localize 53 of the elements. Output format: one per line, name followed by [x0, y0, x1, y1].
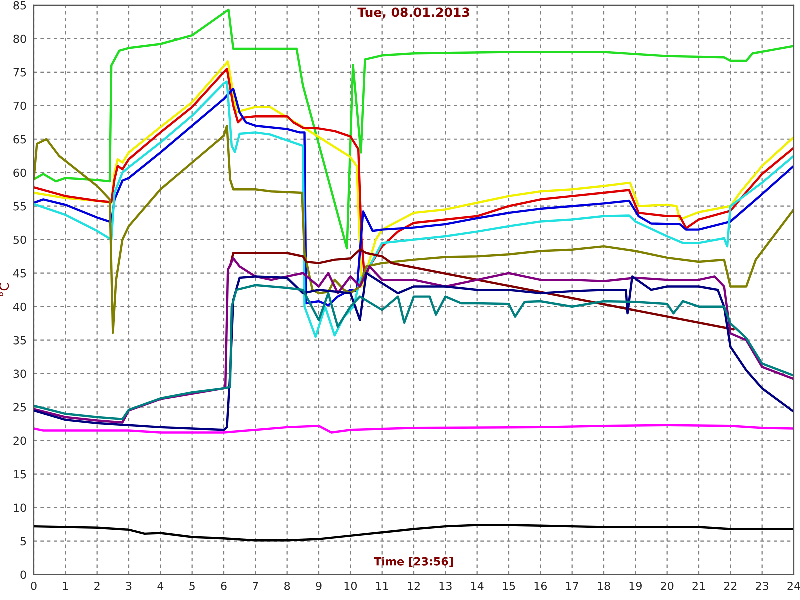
x-tick-label: 19: [630, 582, 642, 590]
y-tick-label: 45: [13, 269, 26, 278]
y-tick-label: 35: [14, 336, 26, 345]
y-tick-label: 75: [14, 68, 26, 77]
line-series: [34, 8, 794, 250]
chart-title: Tue, 08.01.2013: [358, 8, 470, 19]
x-tick-label: 2: [94, 582, 100, 590]
x-tick-label: 17: [566, 582, 578, 590]
x-tick-label: 7: [253, 582, 258, 590]
line-series: [34, 524, 794, 542]
y-tick-label: 10: [14, 504, 26, 512]
line-series: [34, 88, 794, 307]
x-tick-label: 4: [158, 582, 164, 590]
x-tick-label: 6: [221, 582, 227, 590]
line-series: [34, 424, 794, 434]
y-tick-label: 85: [14, 1, 26, 10]
x-axis-title: Time [23:56]: [374, 557, 453, 568]
y-tick-label: 60: [14, 168, 26, 178]
x-tick-label: 13: [440, 582, 452, 590]
y-tick-label: 15: [14, 470, 26, 479]
x-tick-label: 12: [408, 582, 420, 590]
y-tick-label: 5: [20, 537, 26, 546]
y-tick-label: 0: [20, 570, 26, 580]
y-tick-label: 50: [14, 236, 26, 244]
y-tick-label: 30: [14, 370, 26, 378]
x-tick-label: 3: [126, 582, 132, 590]
x-tick-label: 16: [534, 582, 548, 590]
x-tick-label: 0: [31, 582, 37, 590]
y-tick-label: 20: [14, 436, 26, 446]
x-tick-label: 23: [756, 582, 769, 590]
y-axis-title: °C: [0, 283, 10, 296]
y-tick-label: 70: [14, 102, 26, 110]
x-tick-label: 20: [661, 582, 674, 590]
x-tick-label: 24: [788, 582, 800, 590]
y-tick-label: 80: [14, 34, 26, 44]
line-series: [34, 124, 794, 334]
x-tick-label: 18: [598, 582, 610, 590]
y-tick-label: 55: [14, 202, 26, 211]
x-tick-label: 10: [344, 582, 357, 590]
line-series: [229, 248, 735, 331]
x-tick-label: 14: [471, 582, 484, 590]
x-tick-label: 8: [284, 582, 290, 590]
y-tick-label: 40: [13, 302, 26, 312]
x-tick-label: 1: [63, 582, 68, 590]
x-tick-label: 22: [724, 582, 737, 590]
x-tick-label: 5: [190, 582, 195, 590]
x-tick-label: 21: [692, 582, 706, 590]
x-tick-label: 15: [503, 582, 516, 590]
line-series: [34, 80, 794, 338]
y-tick-label: 25: [14, 403, 26, 412]
x-tick-label: 11: [376, 582, 388, 590]
x-tick-label: 9: [316, 582, 322, 590]
y-tick-label: 65: [14, 135, 26, 144]
